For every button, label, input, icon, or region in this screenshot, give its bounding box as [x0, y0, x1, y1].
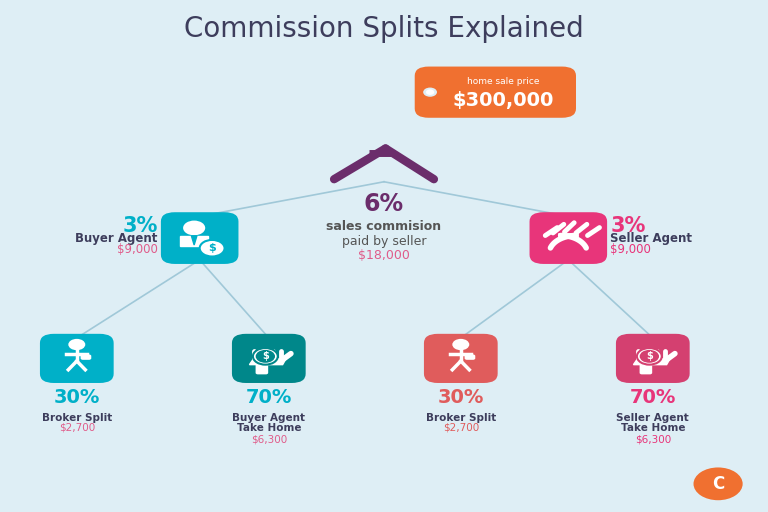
- Polygon shape: [250, 358, 286, 365]
- Circle shape: [256, 350, 275, 363]
- Text: home sale price: home sale price: [467, 77, 539, 87]
- Circle shape: [183, 221, 205, 236]
- Circle shape: [253, 348, 278, 365]
- Text: $: $: [262, 351, 269, 361]
- Text: 30%: 30%: [438, 388, 484, 407]
- FancyBboxPatch shape: [40, 334, 114, 383]
- Text: Broker Split: Broker Split: [41, 413, 112, 423]
- Text: $: $: [646, 351, 653, 361]
- Polygon shape: [191, 236, 197, 245]
- FancyBboxPatch shape: [415, 67, 576, 118]
- Text: C: C: [712, 475, 724, 493]
- Circle shape: [640, 350, 659, 363]
- FancyBboxPatch shape: [616, 334, 690, 383]
- Text: Take Home: Take Home: [621, 423, 685, 433]
- Circle shape: [427, 90, 433, 94]
- Text: $18,000: $18,000: [358, 249, 410, 262]
- Circle shape: [637, 348, 662, 365]
- Circle shape: [694, 467, 743, 500]
- FancyBboxPatch shape: [256, 363, 268, 374]
- Text: $6,300: $6,300: [250, 434, 287, 444]
- Circle shape: [423, 88, 437, 97]
- Text: 70%: 70%: [246, 388, 292, 407]
- Text: 3%: 3%: [610, 216, 646, 236]
- Polygon shape: [634, 358, 670, 365]
- Text: Commission Splits Explained: Commission Splits Explained: [184, 15, 584, 44]
- FancyBboxPatch shape: [640, 363, 652, 374]
- Text: sales commision: sales commision: [326, 220, 442, 233]
- FancyBboxPatch shape: [424, 334, 498, 383]
- Text: Seller Agent: Seller Agent: [617, 413, 689, 423]
- FancyBboxPatch shape: [161, 212, 238, 264]
- Text: 70%: 70%: [630, 388, 676, 407]
- FancyBboxPatch shape: [465, 354, 475, 360]
- Circle shape: [68, 339, 85, 350]
- Text: $2,700: $2,700: [442, 423, 479, 433]
- Text: $6,300: $6,300: [634, 434, 671, 444]
- FancyBboxPatch shape: [81, 354, 91, 360]
- Text: $9,000: $9,000: [117, 243, 157, 256]
- Text: paid by seller: paid by seller: [342, 235, 426, 248]
- Text: 30%: 30%: [54, 388, 100, 407]
- Text: $9,000: $9,000: [610, 243, 651, 256]
- Circle shape: [200, 240, 224, 257]
- Circle shape: [452, 339, 469, 350]
- FancyBboxPatch shape: [530, 212, 607, 264]
- Text: 3%: 3%: [122, 216, 157, 236]
- Text: Seller Agent: Seller Agent: [610, 231, 692, 245]
- Text: Buyer Agent: Buyer Agent: [75, 231, 157, 245]
- Text: Take Home: Take Home: [237, 423, 301, 433]
- Circle shape: [425, 90, 435, 95]
- Text: $: $: [208, 243, 216, 253]
- Polygon shape: [180, 236, 208, 246]
- Text: 6%: 6%: [364, 192, 404, 216]
- Text: Broker Split: Broker Split: [425, 413, 496, 423]
- Text: $2,700: $2,700: [58, 423, 95, 433]
- Text: Buyer Agent: Buyer Agent: [232, 413, 306, 423]
- FancyBboxPatch shape: [232, 334, 306, 383]
- Text: $300,000: $300,000: [452, 91, 554, 111]
